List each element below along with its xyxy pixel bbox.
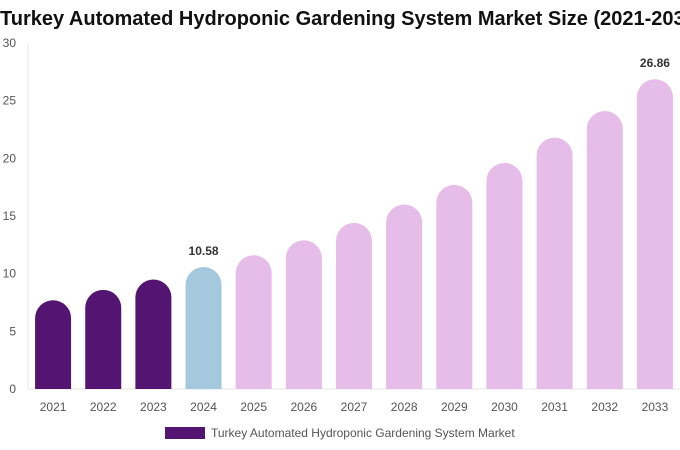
x-tick-label: 2021 <box>40 400 67 414</box>
chart-title: Turkey Automated Hydroponic Gardening Sy… <box>0 8 680 30</box>
x-tick-label: 2033 <box>642 400 669 414</box>
bar-2031 <box>536 137 573 389</box>
x-tick-label: 2026 <box>290 400 317 414</box>
bar-2023 <box>135 279 172 389</box>
x-tick-label: 2029 <box>441 400 468 414</box>
y-tick-label: 5 <box>9 324 16 338</box>
legend: Turkey Automated Hydroponic Gardening Sy… <box>165 426 515 440</box>
bar-2028 <box>386 204 423 389</box>
bar-2022 <box>85 289 122 389</box>
data-label-2024: 10.58 <box>189 244 219 258</box>
bar-2029 <box>436 184 473 389</box>
y-tick-label: 0 <box>9 382 16 396</box>
y-tick-label: 20 <box>3 151 17 165</box>
bar-2025 <box>235 255 272 389</box>
x-tick-label: 2027 <box>341 400 368 414</box>
legend-swatch <box>165 427 205 439</box>
y-tick-label: 30 <box>3 36 17 50</box>
x-tick-label: 2031 <box>541 400 568 414</box>
x-tick-label: 2030 <box>491 400 518 414</box>
data-label-2033: 26.86 <box>640 56 670 70</box>
y-tick-label: 15 <box>3 209 17 223</box>
x-tick-label: 2025 <box>240 400 267 414</box>
x-tick-label: 2023 <box>140 400 167 414</box>
bar-2032 <box>586 111 623 389</box>
bar-2030 <box>486 162 523 389</box>
bar-2021 <box>35 300 72 389</box>
bar-2033 <box>636 79 673 390</box>
bar-2027 <box>336 222 372 389</box>
x-tick-label: 2028 <box>391 400 418 414</box>
y-tick-label: 25 <box>3 94 17 108</box>
legend-label: Turkey Automated Hydroponic Gardening Sy… <box>211 426 515 440</box>
bar-2024 <box>185 266 222 389</box>
x-tick-label: 2032 <box>591 400 618 414</box>
x-tick-label: 2022 <box>90 400 117 414</box>
bar-2026 <box>285 240 322 389</box>
x-tick-label: 2024 <box>190 400 217 414</box>
y-tick-label: 10 <box>3 267 17 281</box>
